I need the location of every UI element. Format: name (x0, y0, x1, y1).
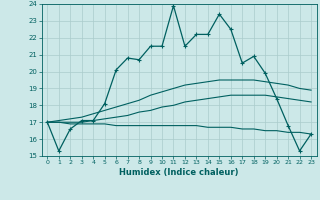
X-axis label: Humidex (Indice chaleur): Humidex (Indice chaleur) (119, 168, 239, 177)
